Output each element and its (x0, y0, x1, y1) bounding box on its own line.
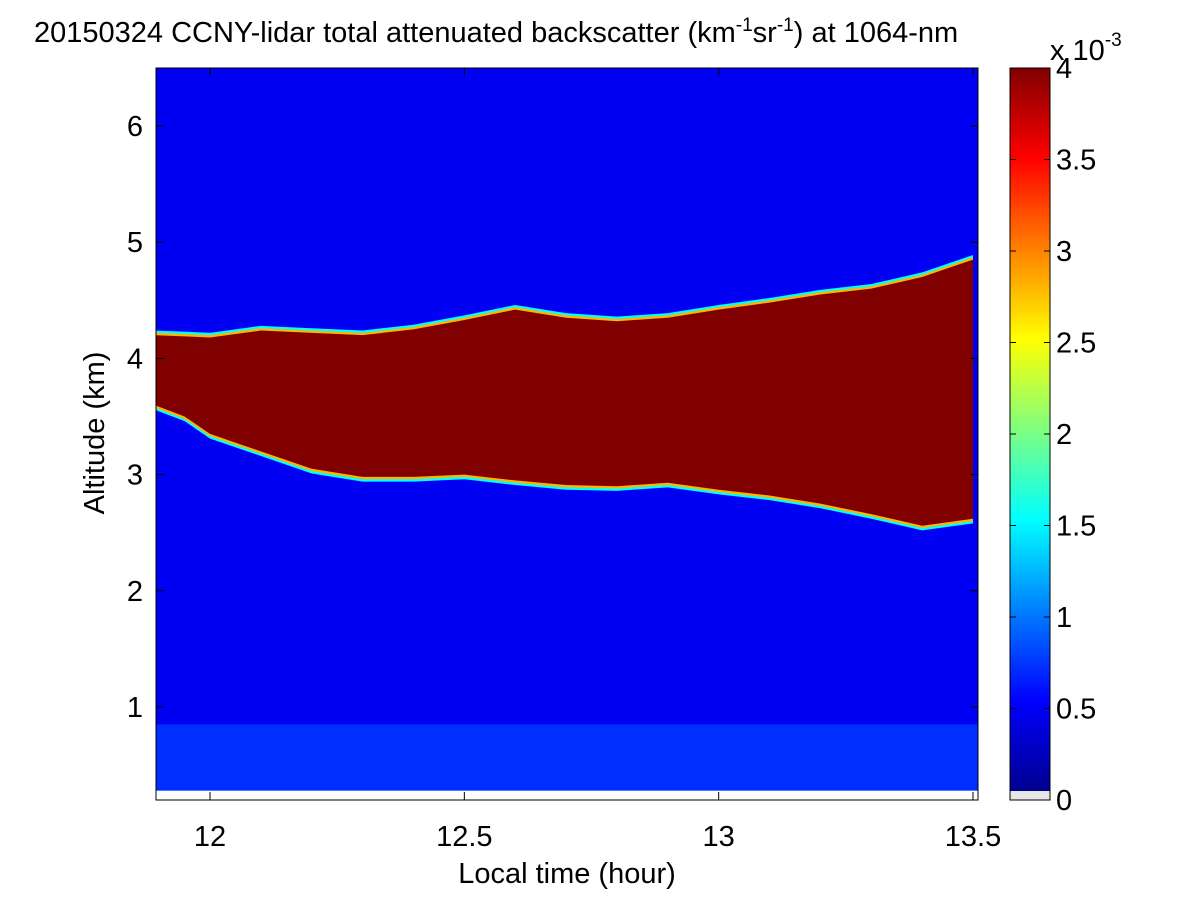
colorbar-tick-label: 3 (1056, 236, 1072, 268)
x-tick-label: 12.5 (436, 821, 492, 853)
x-axis: 12 12.5 13 13.5 (194, 68, 1001, 853)
colorbar-ticks: 0 0.5 1 1.5 2 2.5 3 3.5 4 (1010, 53, 1096, 817)
y-tick-label: 3 (127, 460, 143, 492)
chart-title-main: 20150324 CCNY-lidar total attenuated bac… (34, 17, 736, 49)
cloud-layer-core (156, 259, 973, 526)
colorbar-tick-label: 4 (1056, 53, 1072, 85)
colorbar-tick-label: 1.5 (1056, 511, 1096, 543)
y-tick-label: 4 (127, 343, 143, 375)
colorbar-tick-label: 2 (1056, 419, 1072, 451)
boundary-layer (156, 724, 978, 800)
y-axis: 1 2 3 4 5 6 (127, 111, 978, 724)
no-data-strip (156, 790, 978, 800)
colorbar-multiplier-base: x 10 (1050, 35, 1105, 67)
heatmap-layers (156, 254, 978, 800)
y-axis-label: Altitude (km) (79, 352, 111, 515)
colorbar-multiplier-exp: -3 (1105, 30, 1122, 51)
colorbar-tick-label: 1 (1056, 602, 1072, 634)
colorbar-tick-label: 2.5 (1056, 328, 1096, 360)
y-tick-label: 5 (127, 227, 143, 259)
y-tick-label: 6 (127, 111, 143, 143)
chart-title: 20150324 CCNY-lidar total attenuated bac… (34, 15, 958, 49)
colorbar-tick-label: 0 (1056, 785, 1072, 817)
x-tick-label: 12 (194, 821, 226, 853)
plot-frame (155, 67, 979, 801)
colorbar-tick-label: 0.5 (1056, 694, 1096, 726)
chart-title-mid: sr (753, 17, 778, 49)
y-tick-label: 1 (127, 692, 143, 724)
x-tick-label: 13.5 (945, 821, 1001, 853)
chart-title-end: ) at 1064-nm (794, 17, 958, 49)
x-axis-label: Local time (hour) (458, 858, 676, 890)
x-tick-label: 13 (703, 821, 735, 853)
chart-title-sup1: -1 (736, 15, 753, 36)
colorbar-multiplier: x 10-3 (1050, 30, 1122, 67)
colorbar: 0 0.5 1 1.5 2 2.5 3 3.5 4 x 10-3 (1009, 30, 1122, 817)
colorbar-zero-bin (1010, 791, 1050, 800)
y-tick-label: 2 (127, 576, 143, 608)
plot-area (156, 68, 978, 800)
chart-title-sup2: -1 (777, 15, 794, 36)
colorbar-tick-label: 3.5 (1056, 145, 1096, 177)
colorbar-gradient (1010, 68, 1050, 791)
